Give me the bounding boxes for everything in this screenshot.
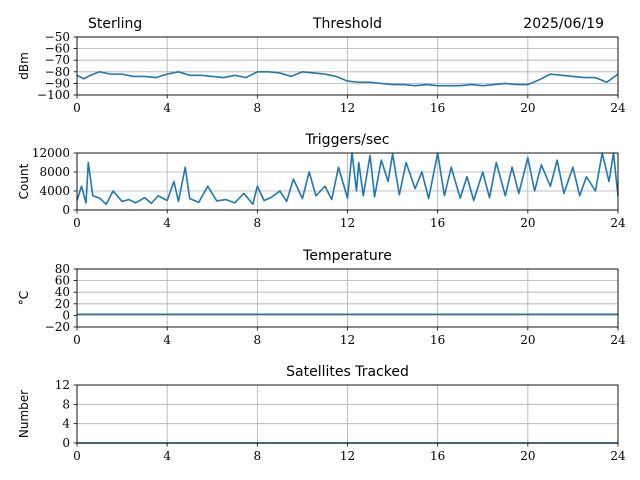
chart-panels: 0 4 8 12 16 20 24 −100−90−80−70−60−50 Threshold d… bbox=[17, 16, 626, 463]
x-tick-label: 0 bbox=[73, 216, 81, 230]
x-tick-label: 4 bbox=[163, 449, 171, 463]
y-tick-label: −80 bbox=[45, 65, 70, 79]
y-tick-label: 80 bbox=[55, 262, 70, 276]
y-tick-label: 12000 bbox=[32, 146, 70, 160]
y-tick-label: 4 bbox=[62, 417, 70, 431]
threshold-panel: 0 4 8 12 16 20 24 −100−90−80−70−60−50 Threshold d… bbox=[17, 16, 626, 115]
x-tick-label: 8 bbox=[254, 216, 262, 230]
triggers-sec-panel: 0 4 8 12 16 20 24 0 4000 8000 12000 Triggers/sec Cou… bbox=[17, 132, 626, 230]
x-tick-label: 20 bbox=[520, 449, 535, 463]
triggers-sec-y-axis-label: Count bbox=[17, 163, 31, 199]
x-tick-label: 0 bbox=[73, 333, 81, 347]
x-tick-label: 20 bbox=[520, 216, 535, 230]
x-tick-label: 24 bbox=[610, 101, 626, 115]
x-tick-label: 20 bbox=[520, 101, 535, 115]
x-tick-label: 0 bbox=[73, 449, 81, 463]
temperature-y-axis-label: °C bbox=[17, 291, 31, 305]
report-date: 2025/06/19 bbox=[523, 16, 604, 32]
x-tick-label: 16 bbox=[430, 333, 445, 347]
x-tick-label: 12 bbox=[340, 333, 355, 347]
x-tick-label: 12 bbox=[340, 449, 355, 463]
x-tick-label: 8 bbox=[254, 333, 262, 347]
x-tick-label: 4 bbox=[163, 101, 171, 115]
x-tick-label: 16 bbox=[430, 101, 445, 115]
y-tick-label: −90 bbox=[45, 76, 70, 90]
x-tick-label: 16 bbox=[430, 449, 445, 463]
x-tick-label: 8 bbox=[254, 449, 262, 463]
y-tick-label: −70 bbox=[45, 53, 70, 67]
satellites-tracked-title: Satellites Tracked bbox=[286, 364, 409, 380]
y-tick-label: 12 bbox=[55, 378, 70, 392]
x-tick-label: 16 bbox=[430, 216, 445, 230]
y-tick-label: −50 bbox=[45, 30, 70, 44]
threshold-series-line bbox=[76, 71, 619, 87]
x-tick-label: 12 bbox=[340, 216, 355, 230]
y-tick-label: 8 bbox=[62, 397, 70, 411]
y-tick-label: −20 bbox=[45, 320, 70, 334]
y-tick-label: 8000 bbox=[39, 165, 70, 179]
y-tick-label: 4000 bbox=[39, 184, 70, 198]
x-tick-label: 24 bbox=[610, 216, 626, 230]
y-tick-label: 0 bbox=[62, 203, 70, 217]
y-tick-label: 0 bbox=[62, 436, 70, 450]
threshold-title: Threshold bbox=[312, 16, 382, 32]
satellites-tracked-y-axis-label: Number bbox=[17, 390, 31, 438]
x-tick-label: 0 bbox=[73, 101, 81, 115]
y-tick-label: −100 bbox=[37, 88, 70, 102]
triggers-sec-title: Triggers/sec bbox=[305, 132, 390, 148]
x-tick-label: 20 bbox=[520, 333, 535, 347]
y-tick-label: 60 bbox=[55, 274, 70, 288]
x-tick-label: 24 bbox=[610, 449, 626, 463]
y-tick-label: 20 bbox=[55, 297, 70, 311]
x-tick-label: 24 bbox=[610, 333, 626, 347]
y-tick-label: 0 bbox=[62, 308, 70, 322]
x-tick-label: 12 bbox=[340, 101, 355, 115]
x-tick-label: 4 bbox=[163, 216, 171, 230]
y-tick-label: 40 bbox=[55, 285, 70, 299]
y-tick-label: −60 bbox=[45, 42, 70, 56]
x-tick-label: 4 bbox=[163, 333, 171, 347]
x-tick-label: 8 bbox=[254, 101, 262, 115]
station-name: Sterling bbox=[88, 16, 142, 32]
temperature-title: Temperature bbox=[302, 248, 392, 264]
threshold-y-axis-label: dBm bbox=[17, 52, 31, 80]
satellites-tracked-panel: 0 4 8 12 16 20 24 0 4 8 12 Satellites Tracked Number bbox=[17, 364, 626, 463]
